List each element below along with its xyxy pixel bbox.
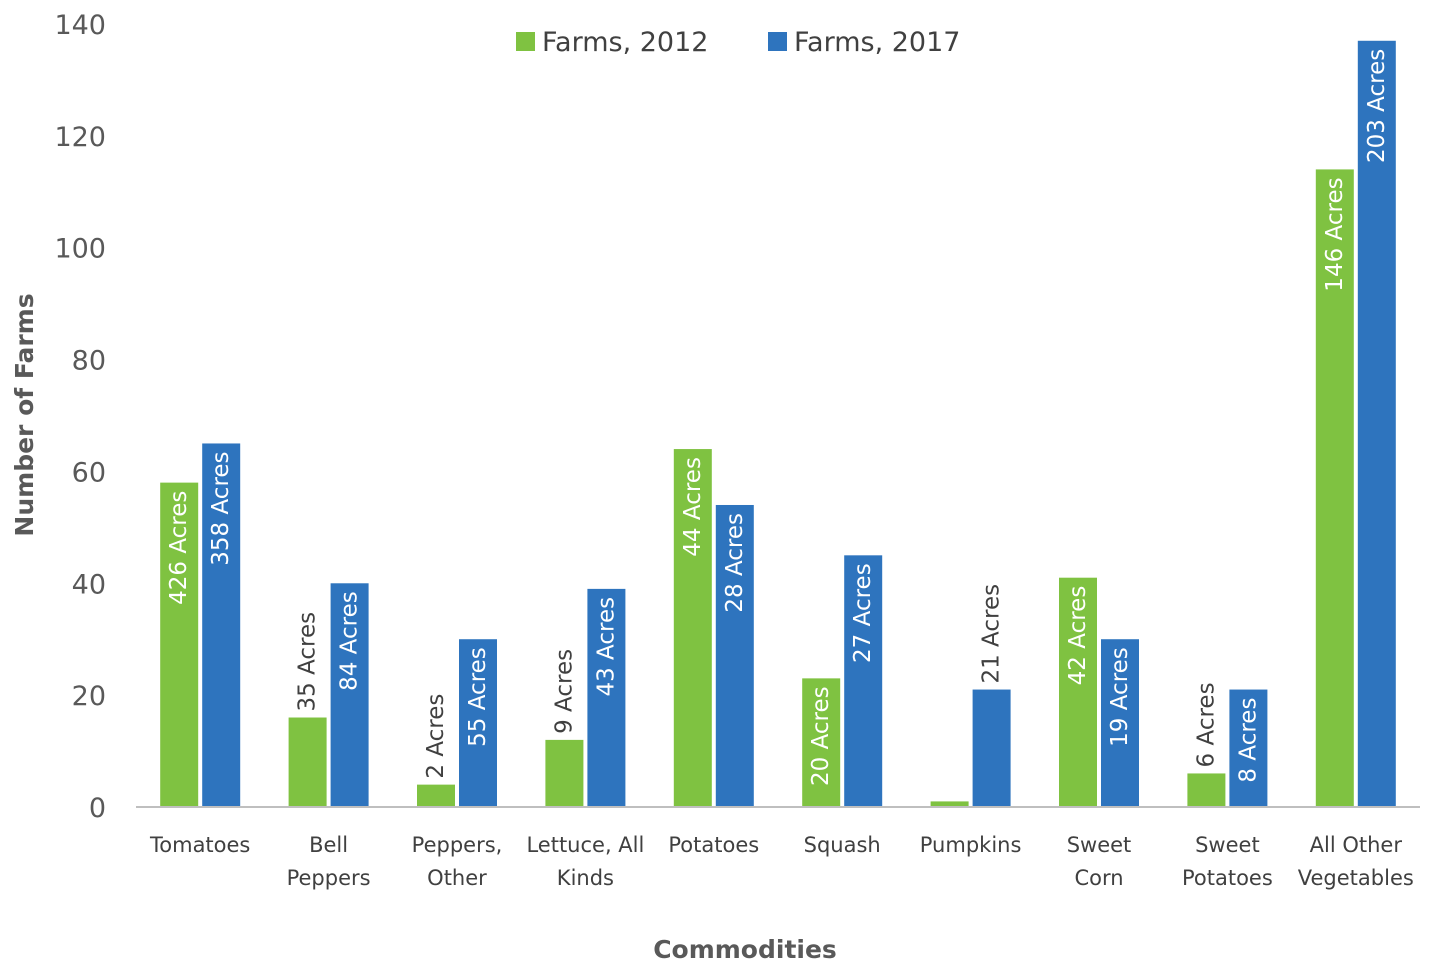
- data-label: 8 Acres: [1235, 698, 1261, 783]
- bar-2017: [587, 588, 626, 807]
- bar-2012: [1315, 169, 1354, 807]
- category-label: Peppers, Other: [412, 833, 503, 890]
- legend-swatch: [516, 32, 535, 51]
- y-tick-label: 120: [54, 122, 106, 153]
- category-label-line: Peppers,: [412, 833, 503, 857]
- y-tick-label: 60: [72, 457, 106, 488]
- data-label: 426 Acres: [166, 491, 192, 605]
- y-axis-ticks: 0 20 40 60 80 100 120 140: [54, 10, 106, 824]
- data-label: 358 Acres: [208, 451, 234, 565]
- x-axis-title: Commodities: [653, 935, 837, 962]
- bar-2012: [673, 449, 712, 807]
- legend: Farms, 2012 Farms, 2017: [516, 27, 960, 58]
- y-tick-label: 20: [72, 681, 106, 712]
- bar-2012: [1059, 577, 1097, 807]
- category-label-line: Squash: [804, 833, 881, 857]
- bar-2017: [972, 689, 1011, 807]
- category-label-line: Tomatoes: [149, 833, 250, 857]
- bar-2017: [459, 639, 497, 807]
- data-label: 44 Acres: [680, 457, 706, 557]
- y-tick-label: 140: [54, 10, 106, 41]
- category-label-line: Vegetables: [1298, 866, 1414, 890]
- y-tick-label: 0: [89, 793, 106, 824]
- bar-2017: [1101, 639, 1139, 807]
- y-tick-label: 80: [72, 346, 106, 377]
- data-label: 35 Acres: [295, 612, 321, 712]
- category-label-line: Kinds: [557, 866, 614, 890]
- y-axis-title: Number of Farms: [10, 293, 39, 536]
- bar-2012: [545, 739, 584, 807]
- category-label-line: Sweet: [1195, 833, 1260, 857]
- data-label: 20 Acres: [808, 686, 834, 786]
- bar-2017: [330, 583, 369, 807]
- bar-2012: [1187, 773, 1226, 807]
- bar-2012: [417, 784, 455, 807]
- category-label-line: Bell: [309, 833, 348, 857]
- category-label: Lettuce, All Kinds: [526, 833, 644, 890]
- category-label: Potatoes: [668, 833, 759, 857]
- category-label-line: All Other: [1310, 833, 1403, 857]
- category-label: All Other Vegetables: [1298, 833, 1414, 890]
- bar-2012: [802, 678, 841, 807]
- data-label: 55 Acres: [465, 647, 491, 747]
- data-label: 21 Acres: [979, 584, 1005, 684]
- data-label: 203 Acres: [1364, 49, 1390, 163]
- data-label: 6 Acres: [1193, 682, 1219, 767]
- category-label-line: Sweet: [1067, 833, 1132, 857]
- data-label: 84 Acres: [337, 591, 363, 691]
- y-tick-label: 100: [54, 234, 106, 265]
- data-label: 146 Acres: [1322, 177, 1348, 291]
- category-label-line: Other: [427, 866, 487, 890]
- category-label: Pumpkins: [920, 833, 1022, 857]
- data-label: 2 Acres: [423, 694, 449, 779]
- legend-label: Farms, 2012: [542, 27, 708, 58]
- legend-swatch: [768, 32, 787, 51]
- bar-2012: [160, 482, 199, 807]
- data-label: 19 Acres: [1107, 647, 1133, 747]
- category-labels: Tomatoes Bell Peppers Peppers, Other Lettuce,…: [149, 833, 1414, 890]
- bar-2017: [844, 555, 883, 807]
- category-label-line: Potatoes: [1182, 866, 1273, 890]
- bar-2017: [1357, 40, 1396, 808]
- category-label-line: Lettuce, All: [526, 833, 644, 857]
- data-label: 28 Acres: [722, 513, 748, 613]
- category-label-line: Pumpkins: [920, 833, 1022, 857]
- category-label: Sweet Potatoes: [1182, 833, 1273, 890]
- category-label: Tomatoes: [149, 833, 250, 857]
- bar-2017: [715, 504, 754, 807]
- category-label: Squash: [804, 833, 881, 857]
- bar-2012: [930, 801, 969, 807]
- category-label-line: Potatoes: [668, 833, 759, 857]
- bars: 426 Acres 358 Acres 35 Acres 84 Acres 2 Acre…: [160, 40, 1396, 808]
- category-label: Sweet Corn: [1067, 833, 1132, 890]
- bar-2017: [1229, 689, 1268, 807]
- data-label: 9 Acres: [551, 649, 577, 734]
- legend-label: Farms, 2017: [794, 27, 960, 58]
- category-label-line: Peppers: [287, 866, 371, 890]
- data-label: 43 Acres: [593, 597, 619, 697]
- bar-2012: [288, 717, 327, 807]
- data-label: 42 Acres: [1065, 586, 1091, 686]
- category-label: Bell Peppers: [287, 833, 371, 890]
- category-label-line: Corn: [1074, 866, 1123, 890]
- y-tick-label: 40: [72, 569, 106, 600]
- bar-2017: [202, 443, 241, 807]
- data-label: 27 Acres: [850, 563, 876, 663]
